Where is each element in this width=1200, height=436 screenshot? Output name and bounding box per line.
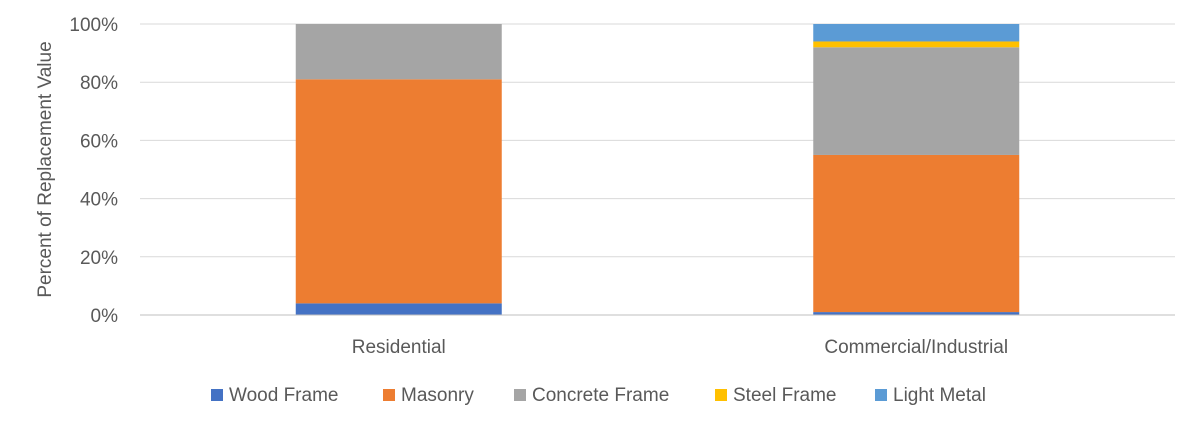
bars [295, 24, 1020, 315]
legend-label: Light Metal [893, 385, 986, 406]
legend-swatch [383, 389, 395, 401]
axes: 0% 20% 40% 60% 80% 100% Percent of Replacement… [35, 15, 1175, 358]
bar-segment [813, 312, 1020, 315]
gridlines [140, 23, 1175, 258]
bar-segment [295, 79, 502, 304]
bar-segment [813, 154, 1020, 313]
y-tick-label: 100% [69, 15, 118, 36]
legend: Wood Frame Masonry Concrete Frame Steel Fra… [211, 385, 986, 406]
bar-segment [295, 24, 502, 80]
y-axis-title: Percent of Replacement Value [35, 41, 56, 297]
legend-label: Steel Frame [733, 385, 836, 406]
legend-swatch [715, 389, 727, 401]
legend-swatch [875, 389, 887, 401]
legend-swatch [211, 389, 223, 401]
y-tick-label: 0% [91, 306, 119, 327]
x-category-label: Residential [352, 337, 446, 358]
legend-label: Concrete Frame [532, 385, 669, 406]
y-tick-label: 60% [80, 131, 118, 152]
bar-segment [813, 41, 1020, 48]
y-tick-label: 20% [80, 248, 118, 269]
legend-label: Masonry [401, 385, 474, 406]
bar-segment [813, 24, 1020, 42]
y-tick-label: 80% [80, 73, 118, 94]
bar-segment [813, 47, 1020, 155]
y-tick-label: 40% [80, 190, 118, 211]
legend-label: Wood Frame [229, 385, 338, 406]
legend-swatch [514, 389, 526, 401]
x-category-label: Commercial/Industrial [824, 337, 1008, 358]
bar-segment [295, 303, 502, 315]
